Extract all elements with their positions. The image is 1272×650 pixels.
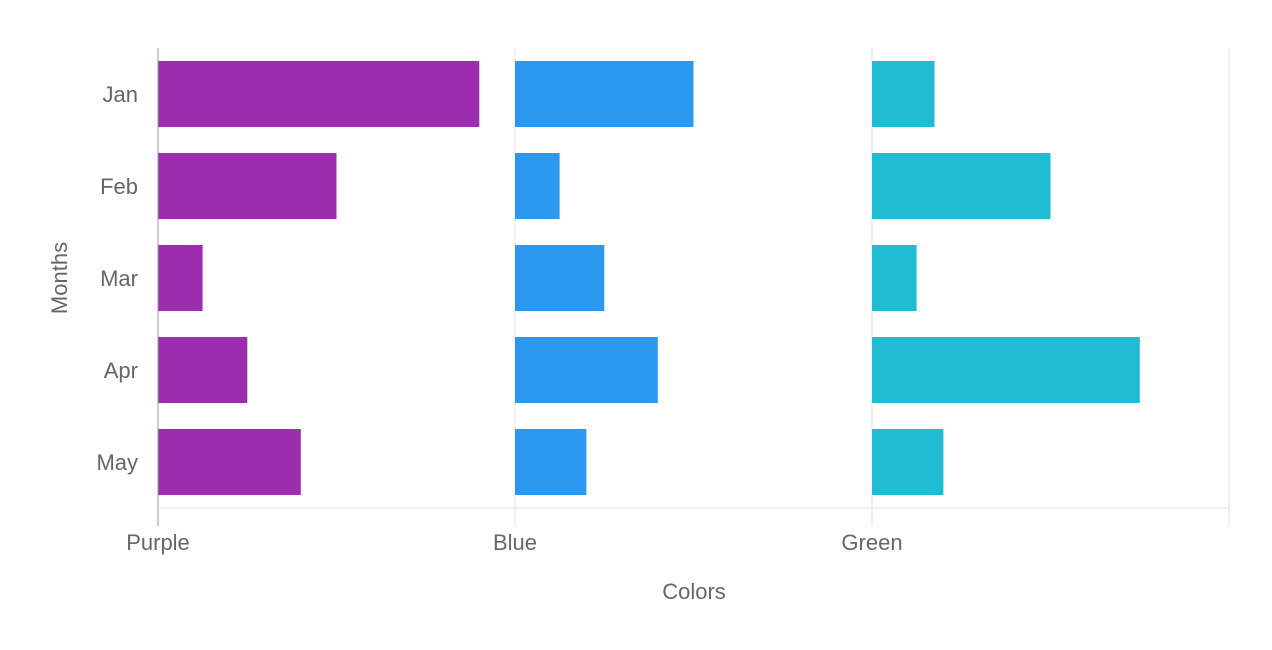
bar-green-apr	[872, 337, 1140, 403]
bar-blue-feb	[515, 153, 560, 219]
bar-blue-jan	[515, 61, 694, 127]
bars	[158, 61, 1140, 495]
axes	[157, 48, 1229, 526]
bar-purple-mar	[158, 245, 203, 311]
bar-purple-jan	[158, 61, 480, 127]
y-axis-title: Months	[47, 242, 72, 314]
tick-labels: Jan Feb Mar Apr May Purple Blue Green	[96, 82, 902, 555]
bar-purple-apr	[158, 337, 248, 403]
bar-green-jan	[872, 61, 935, 127]
x-tick-label-blue: Blue	[493, 530, 537, 555]
bar-purple-feb	[158, 153, 337, 219]
y-tick-label-apr: Apr	[104, 358, 138, 383]
y-tick-label-may: May	[96, 450, 138, 475]
bar-blue-may	[515, 429, 587, 495]
x-tick-label-green: Green	[841, 530, 902, 555]
y-tick-label-feb: Feb	[100, 174, 138, 199]
bar-green-may	[872, 429, 944, 495]
bar-blue-mar	[515, 245, 605, 311]
x-axis-title: Colors	[662, 579, 726, 604]
x-tick-label-purple: Purple	[126, 530, 190, 555]
bar-purple-may	[158, 429, 301, 495]
y-tick-label-jan: Jan	[103, 82, 138, 107]
bar-blue-apr	[515, 337, 658, 403]
bar-green-mar	[872, 245, 917, 311]
bar-green-feb	[872, 153, 1051, 219]
y-tick-label-mar: Mar	[100, 266, 138, 291]
